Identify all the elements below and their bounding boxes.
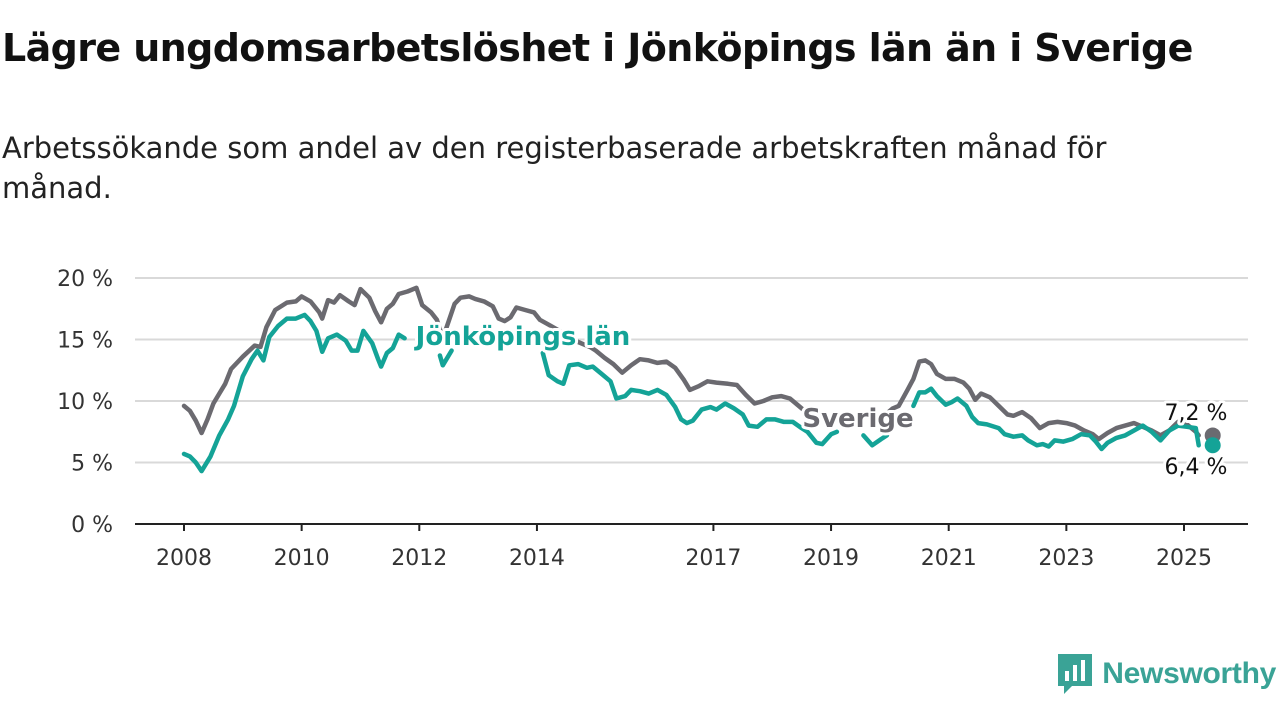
y-tick-label: 10 % [57, 390, 113, 415]
series-label: Sverige [802, 404, 913, 434]
x-tick-label: 2021 [921, 546, 977, 571]
x-tick-label: 2023 [1038, 546, 1094, 571]
y-tick-label: 0 % [71, 513, 113, 538]
brand-name: Newsworthy [1102, 657, 1276, 690]
x-tick-label: 2012 [391, 546, 447, 571]
x-tick-label: 2008 [156, 546, 212, 571]
series-line [540, 350, 840, 447]
x-tick-label: 2017 [685, 546, 741, 571]
x-tick-label: 2025 [1156, 546, 1212, 571]
chart-subtitle: Arbetssökande som andel av den registerb… [2, 131, 1107, 205]
x-tick-label: 2019 [803, 546, 859, 571]
y-tick-label: 15 % [57, 329, 113, 354]
y-tick-label: 5 % [71, 452, 113, 477]
brand: Newsworthy [1058, 652, 1276, 696]
series-line [911, 386, 1201, 452]
data-label: 7,2 % [1165, 401, 1228, 426]
series-line [437, 348, 454, 368]
series-line [181, 285, 819, 436]
y-tick-label: 20 % [57, 267, 113, 292]
x-tick-label: 2014 [509, 546, 565, 571]
end-point [1204, 437, 1221, 454]
newsworthy-logo-icon [1058, 654, 1093, 694]
series-line [884, 358, 1201, 442]
series-line [181, 312, 407, 474]
chart-title: Lägre ungdomsarbetslöshet i Jönköpings l… [2, 26, 1193, 70]
data-label: 6,4 % [1165, 455, 1228, 480]
series-label: Jönköpings län [414, 322, 631, 352]
x-tick-label: 2010 [274, 546, 330, 571]
series-line [861, 433, 890, 448]
